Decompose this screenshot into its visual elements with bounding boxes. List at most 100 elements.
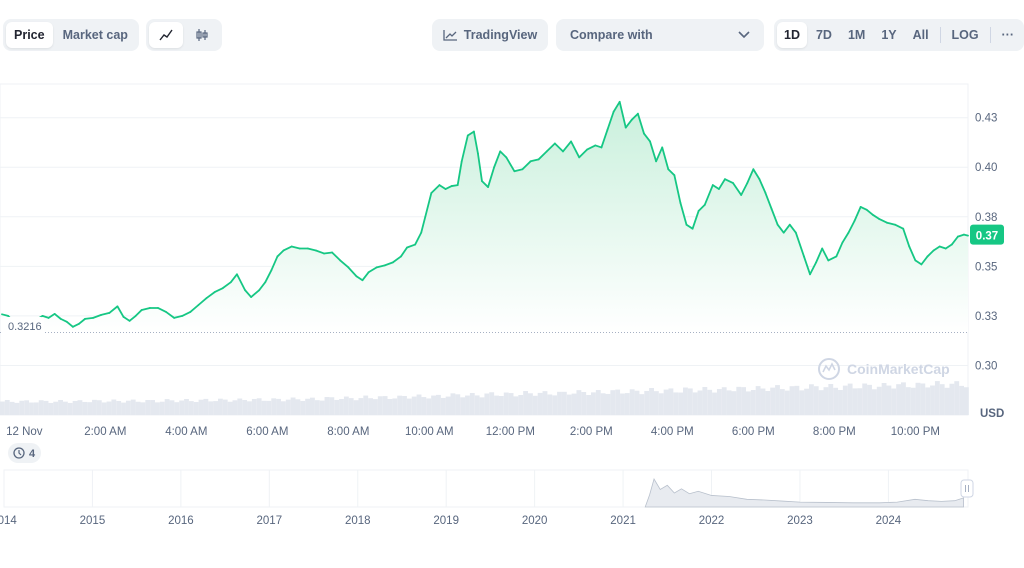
volume-bar [784,390,790,415]
volume-bar [140,402,146,415]
volume-bar [203,398,209,415]
chevron-down-icon [738,31,750,39]
volume-bar [687,388,693,415]
price-line-segment [835,241,844,258]
price-line-segment [361,271,370,282]
tab-price[interactable]: Price [6,22,53,48]
volume-bar [159,401,165,415]
price-line-segment [932,245,941,252]
price-line-segment [529,158,540,163]
price-line-segment [92,314,103,319]
volume-bar [217,398,223,415]
current-price-badge: 0.37 [970,224,1004,245]
volume-bar [280,401,286,415]
tab-market-cap[interactable]: Market cap [62,28,128,42]
volume-bar [494,395,499,415]
volume-bar [227,401,233,415]
overview-navigator[interactable]: 2014 2015 2016 2017 2018 2019 2020 2021 2022 2023… [0,469,969,527]
price-line-segment [213,287,224,294]
volume-bar [828,384,834,415]
volume-bar [644,390,650,415]
price-line-segment [513,168,524,173]
price-line-segment [59,317,68,323]
candlestick-icon [196,29,208,41]
volume-bar [87,402,93,415]
volume-bar [179,400,185,415]
price-line-segment [956,233,965,238]
volume-bar [82,401,88,415]
range-1y-button[interactable]: 1Y [881,28,897,42]
volume-bar [421,397,427,415]
volume-bar [765,390,771,415]
volume-bar [707,389,713,415]
range-7d-button[interactable]: 7D [815,28,832,42]
navigator-handle[interactable] [960,479,974,498]
volume-bar [169,400,175,415]
volume-bar [406,398,412,415]
volume-bar [4,400,10,415]
volume-bar [72,400,78,415]
price-line-segment [270,255,279,272]
price-line-segment [331,251,342,262]
volume-bar [33,402,39,415]
overview-year-label: 2017 [257,515,283,527]
price-line-segment [181,311,192,317]
price-line-segment [853,205,862,222]
candlestick-button[interactable] [185,22,219,48]
tradingview-label: TradingView [463,28,538,42]
x-tick-label: 4:00 PM [651,426,694,438]
coinmarketcap-watermark: CoinMarketCap [818,358,950,380]
price-line-segment [877,217,888,224]
price-line-segment [679,202,688,226]
volume-bar [658,393,664,415]
price-line [1,100,969,331]
overview-year-label: 2020 [522,515,548,527]
overview-frame [3,469,969,508]
price-line-segment [456,160,463,186]
volume-bar [813,386,819,415]
volume-bar [96,400,102,415]
price-line-segment [685,223,694,230]
line-chart-button[interactable] [149,22,183,48]
compare-dropdown[interactable]: Compare with [556,19,764,51]
x-axis: 12 Nov 2:00 AM 4:00 AM 6:00 AM 8:00 AM 10:00 … [6,426,940,438]
x-tick-label: 10:00 AM [405,426,454,438]
tradingview-button[interactable]: TradingView [432,19,548,51]
price-line-segment [466,130,475,137]
range-1d-button[interactable]: 1D [777,22,807,48]
log-scale-button[interactable]: LOG [951,28,979,42]
volume-bar [465,395,470,415]
y-tick-label: 0.40 [975,162,997,174]
volume-bar [208,401,214,415]
price-line-segment [78,317,86,325]
events-badge[interactable]: 4 [8,443,41,463]
volume-bar [9,401,15,415]
range-all-button[interactable]: All [912,28,929,42]
volume-bar [276,398,281,415]
volume-bars [0,381,969,415]
price-line-segment [444,185,453,190]
price-line-segment [894,223,905,230]
volume-bar [121,402,126,415]
more-options-button[interactable]: ··· [1001,28,1015,42]
volume-bar [0,401,5,415]
range-1m-button[interactable]: 1M [847,28,866,42]
volume-bar [305,398,311,415]
price-line-segment [406,243,417,249]
price-line-segment [553,142,564,153]
volume-bar [513,396,519,415]
volume-bar [833,387,839,415]
currency-label: USD [980,408,1004,420]
volume-bar [479,397,485,415]
price-line-segment [643,132,651,143]
overview-year-label: 2014 [0,515,17,527]
volume-bar [222,399,228,415]
y-tick-label: 0.38 [975,212,997,224]
price-line-segment [505,156,516,173]
volume-bar [213,401,218,415]
volume-bar [673,392,679,415]
price-line-segment [157,307,167,313]
price-line-segment [926,249,935,258]
volume-bar [605,393,611,415]
